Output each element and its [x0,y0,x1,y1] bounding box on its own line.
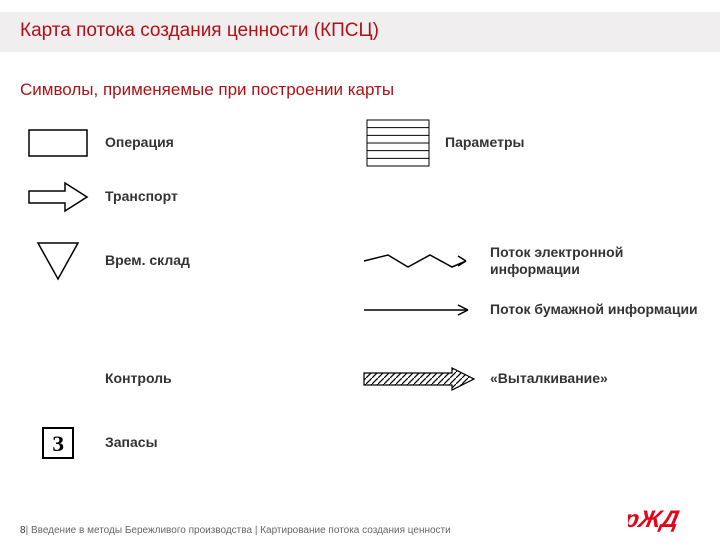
eflow-label: Поток электронной информации [490,244,700,279]
title-bar: Карта потока создания ценности (КПСЦ) [0,12,720,52]
inventory-letter: З [52,431,64,456]
temp-storage-icon [20,240,95,282]
inventory-label: Запасы [105,434,158,452]
temp-storage-label: Врем. склад [105,252,190,270]
inventory-icon: З [20,426,95,460]
control-label: Контроль [105,370,172,388]
parameters-label: Параметры [445,134,525,152]
footer-text1: Введение в методы Бережливого производст… [31,525,252,536]
svg-text:pЖД: pЖД [628,506,682,533]
transport-label: Транспорт [105,188,178,206]
page-title: Карта потока создания ценности (КПСЦ) [20,20,700,42]
push-icon [360,366,480,392]
parameters-icon [360,118,435,168]
symbol-grid: Операция Параметры [20,118,700,458]
eflow-icon [360,249,480,273]
rzd-logo: pЖД [628,503,698,538]
transport-icon [20,180,95,214]
operation-label: Операция [105,134,174,152]
operation-icon [20,128,95,158]
subtitle: Символы, применяемые при построении карт… [20,80,720,100]
footer: 8| Введение в методы Бережливого произво… [20,525,451,536]
pflow-icon [360,300,480,320]
push-label: «Выталкивание» [490,370,608,388]
footer-text2: Картирование потока создания ценности [260,525,451,536]
pflow-label: Поток бумажной информации [490,301,698,319]
